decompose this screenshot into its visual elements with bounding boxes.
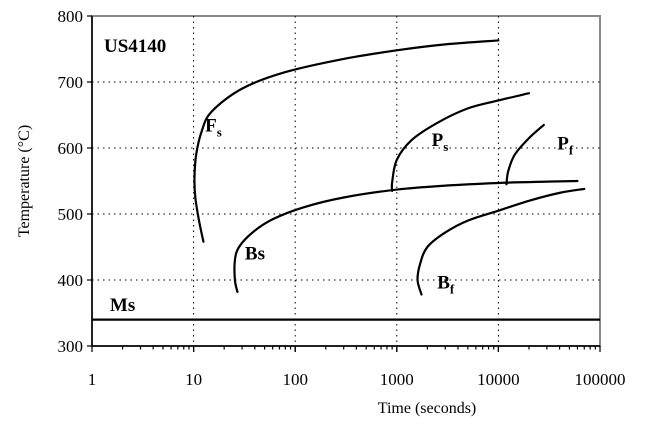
- label-bf: Bf: [437, 273, 455, 297]
- axis-ticks: [87, 15, 601, 352]
- label-bs-main: Bs: [245, 244, 265, 265]
- y-tick-label: 600: [58, 139, 84, 158]
- label-fs-sub: s: [217, 125, 222, 140]
- x-tick-label: 100000: [575, 370, 626, 389]
- curves: [92, 39, 600, 321]
- x-tick-label: 10: [185, 370, 202, 389]
- x-tick-label: 1: [88, 370, 97, 389]
- x-tick-label: 100: [282, 370, 308, 389]
- curve-ps: [390, 92, 531, 192]
- plot-area: [91, 15, 601, 347]
- label-fs-main: F: [205, 116, 217, 137]
- label-ps: Ps: [432, 130, 449, 154]
- label-bs: Bs: [245, 244, 265, 265]
- curve-bf: [416, 187, 586, 296]
- label-pf: Pf: [557, 133, 574, 157]
- label-ps-main: P: [432, 130, 444, 151]
- curve-bs: [233, 179, 579, 293]
- y-tick-label: 300: [58, 337, 84, 356]
- y-axis-title: Temperature (°C): [16, 125, 33, 237]
- tick-labels: 1 10 100 1000 10000 100000 300 400 500 600 700 800: [58, 7, 626, 389]
- x-tick-label: 10000: [477, 370, 520, 389]
- label-bf-sub: f: [450, 282, 455, 297]
- label-ps-sub: s: [443, 139, 448, 154]
- y-tick-label: 500: [58, 205, 84, 224]
- chart-title: US4140: [104, 36, 166, 57]
- label-fs: Fs: [205, 116, 222, 140]
- curve-pf: [505, 123, 545, 186]
- label-ms-main: Ms: [110, 295, 135, 316]
- x-axis-title: Time (seconds): [378, 400, 477, 417]
- y-tick-label: 700: [58, 73, 84, 92]
- y-tick-label: 400: [58, 271, 84, 290]
- label-bf-main: B: [437, 273, 450, 294]
- label-pf-main: P: [557, 133, 569, 154]
- grid-lines: [92, 16, 600, 346]
- y-tick-label: 800: [58, 7, 84, 26]
- x-tick-label: 1000: [380, 370, 414, 389]
- label-pf-sub: f: [569, 142, 574, 157]
- label-ms: Ms: [110, 295, 135, 316]
- curve-fs: [193, 39, 500, 243]
